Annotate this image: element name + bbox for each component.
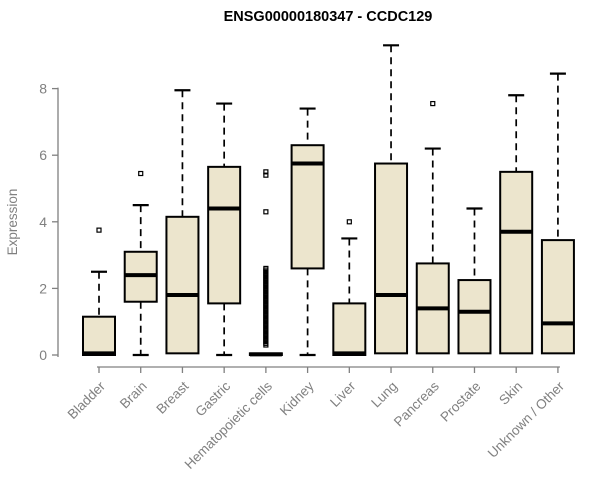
box-group-prostate — [457, 207, 492, 355]
outlier-point — [346, 219, 352, 225]
outlier-point — [263, 172, 269, 178]
outlier-point — [263, 265, 269, 272]
x-tick-label-liver: Liver — [327, 378, 359, 410]
x-tick-label-pancreas: Pancreas — [391, 378, 442, 429]
outlier-point — [138, 170, 144, 177]
x-tick-label-breast: Breast — [153, 378, 191, 416]
x-tick-label-skin: Skin — [496, 379, 525, 408]
box-group-hematopoietic-cells — [248, 169, 283, 357]
outlier-point — [263, 169, 269, 175]
box — [457, 279, 492, 355]
box — [332, 302, 367, 357]
box-group-kidney — [290, 107, 325, 357]
y-tick-label: 6 — [39, 147, 47, 163]
x-tick-label-brain: Brain — [117, 379, 150, 412]
box — [165, 215, 200, 355]
box — [540, 239, 575, 355]
x-tick-label-bladder: Bladder — [65, 378, 109, 422]
box-group-liver — [332, 219, 367, 357]
y-tick-label: 8 — [39, 81, 47, 97]
y-tick-label: 2 — [39, 280, 47, 296]
y-tick-label: 0 — [39, 347, 47, 363]
outlier-point — [96, 227, 102, 233]
x-tick-label-prostate: Prostate — [437, 379, 483, 425]
box — [290, 144, 325, 270]
y-tick-label: 4 — [39, 214, 47, 230]
box-group-gastric — [207, 102, 242, 357]
box — [499, 170, 534, 355]
x-tick-label-kidney: Kidney — [277, 378, 317, 418]
box — [374, 162, 409, 355]
x-tick-label-gastric: Gastric — [192, 378, 233, 419]
outlier-point — [263, 209, 269, 215]
x-tick-label-lung: Lung — [368, 379, 400, 411]
outlier-point — [430, 100, 436, 107]
box-group-bladder — [82, 227, 116, 356]
box — [207, 165, 242, 305]
box-group-skin — [499, 94, 534, 355]
chart-title: ENSG00000180347 - CCDC129 — [224, 9, 433, 25]
x-tick-label-unknown-other: Unknown / Other — [485, 378, 568, 461]
box-group-lung — [374, 44, 409, 355]
box-group-brain — [123, 170, 158, 357]
box — [82, 315, 116, 356]
box-group-pancreas — [415, 100, 450, 355]
box-group-breast — [165, 89, 200, 355]
y-axis-title: Expression — [5, 189, 20, 256]
box-group-unknown-other — [540, 72, 575, 355]
